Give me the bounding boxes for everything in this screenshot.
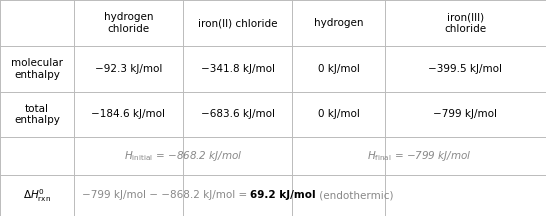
Text: $\Delta H^0_{\mathrm{rxn}}$: $\Delta H^0_{\mathrm{rxn}}$	[23, 187, 51, 204]
Text: total
enthalpy: total enthalpy	[14, 104, 60, 125]
Text: hydrogen
chloride: hydrogen chloride	[104, 12, 153, 34]
Text: −799 kJ/mol − −868.2 kJ/mol =: −799 kJ/mol − −868.2 kJ/mol =	[82, 191, 251, 200]
Text: −92.3 kJ/mol: −92.3 kJ/mol	[94, 64, 162, 74]
Text: (endothermic): (endothermic)	[316, 191, 394, 200]
Text: −341.8 kJ/mol: −341.8 kJ/mol	[200, 64, 275, 74]
Text: −184.6 kJ/mol: −184.6 kJ/mol	[91, 110, 165, 119]
Text: $H_{\mathrm{final}}$ = −799 kJ/mol: $H_{\mathrm{final}}$ = −799 kJ/mol	[367, 149, 471, 163]
Text: iron(II) chloride: iron(II) chloride	[198, 18, 277, 28]
Text: 0 kJ/mol: 0 kJ/mol	[318, 64, 359, 74]
Text: iron(III)
chloride: iron(III) chloride	[444, 12, 486, 34]
Text: −799 kJ/mol: −799 kJ/mol	[434, 110, 497, 119]
Text: 0 kJ/mol: 0 kJ/mol	[318, 110, 359, 119]
Text: 69.2 kJ/mol: 69.2 kJ/mol	[251, 191, 316, 200]
Text: molecular
enthalpy: molecular enthalpy	[11, 58, 63, 80]
Text: −399.5 kJ/mol: −399.5 kJ/mol	[429, 64, 502, 74]
Text: $H_{\mathrm{initial}}$ = −868.2 kJ/mol: $H_{\mathrm{initial}}$ = −868.2 kJ/mol	[123, 149, 242, 163]
Text: hydrogen: hydrogen	[314, 18, 363, 28]
Text: −683.6 kJ/mol: −683.6 kJ/mol	[200, 110, 275, 119]
